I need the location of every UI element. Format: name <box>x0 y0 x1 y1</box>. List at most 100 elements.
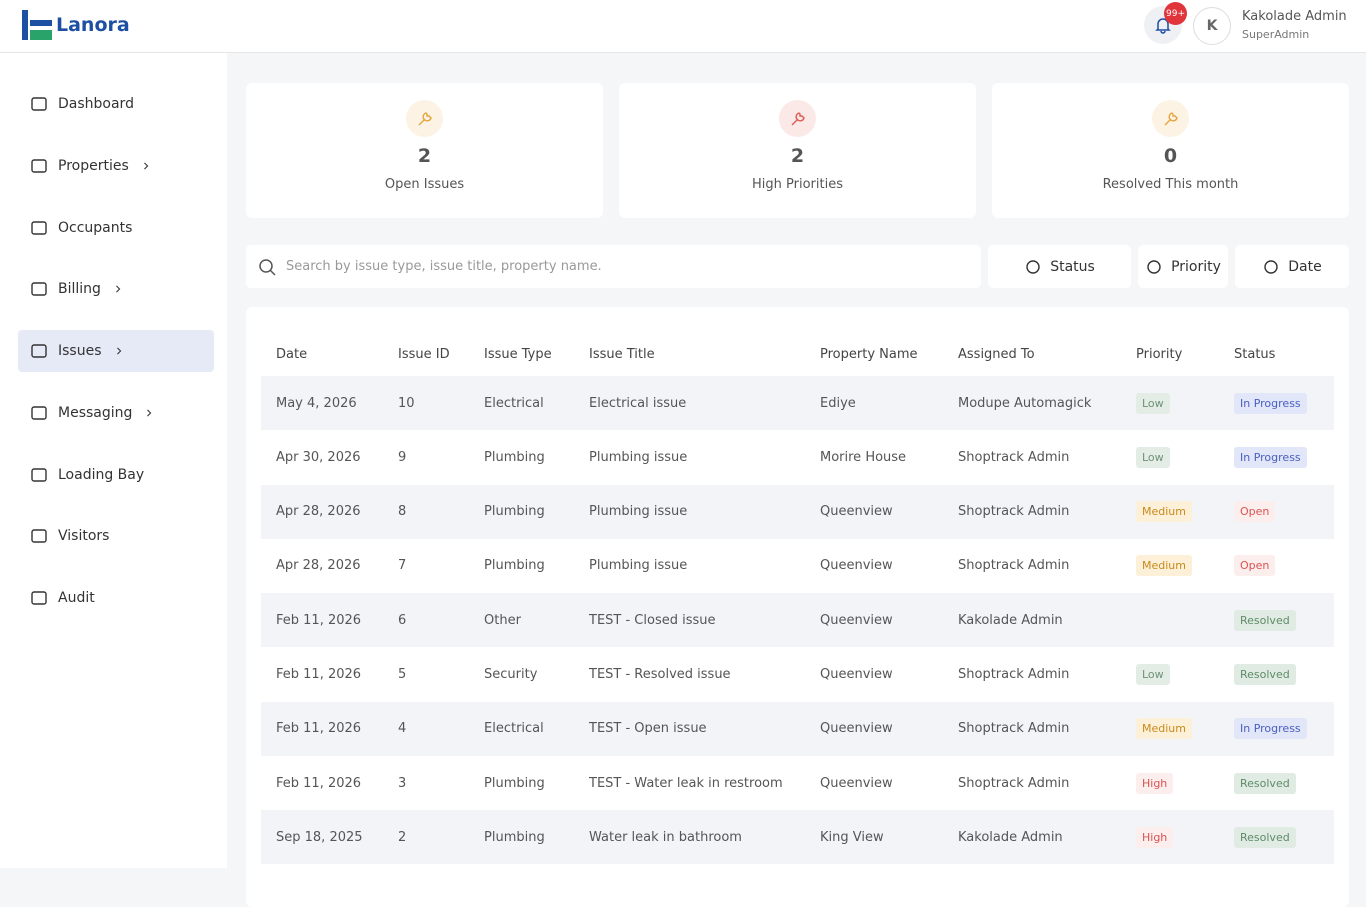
nav-item[interactable]: Loading Bay <box>18 454 214 496</box>
nav-item[interactable]: Visitors <box>18 515 214 557</box>
table-cell: In Progress <box>1234 376 1307 430</box>
nav-item[interactable]: Properties <box>18 145 214 187</box>
stat-label: Resolved This month <box>1102 177 1239 192</box>
nav-label: Issues <box>58 343 102 359</box>
table-cell: Queenview <box>820 721 893 737</box>
table-cell: Security <box>484 667 538 682</box>
badge: Resolved <box>1234 664 1296 685</box>
table-cell: Other <box>484 612 521 628</box>
icon <box>31 97 47 111</box>
table-cell: Resolved <box>1234 648 1296 702</box>
logo[interactable]: Lanora <box>22 10 130 40</box>
column-header: Issue Type <box>484 347 552 362</box>
avatar[interactable]: K <box>1193 7 1231 45</box>
table-cell: Medium <box>1136 702 1192 756</box>
table-cell: Electrical issue <box>589 395 687 411</box>
table-cell: High <box>1136 756 1174 810</box>
nav-item[interactable]: Audit <box>18 577 214 619</box>
table-cell: Resolved <box>1234 810 1296 864</box>
badge: High <box>1136 772 1174 794</box>
nav-item[interactable]: Messaging <box>18 392 214 434</box>
table-row[interactable]: Feb 11, 2026 5 Security TEST - Resolved iss… <box>261 648 1334 702</box>
table-cell: Electrical <box>484 721 544 737</box>
table-row[interactable]: Apr 28, 2026 8 Plumbing Plumbing issue Queen… <box>261 484 1334 539</box>
table-cell: Shoptrack Admin <box>958 775 1070 791</box>
table-cell: Apr 28, 2026 <box>276 558 361 574</box>
filter-button[interactable]: Date <box>1235 245 1349 288</box>
stat-value: 0 <box>1163 145 1178 167</box>
table-cell: Shoptrack Admin <box>958 449 1070 465</box>
table-cell: Apr 28, 2026 <box>276 504 361 520</box>
search-placeholder: Search by issue type, issue title, prope… <box>286 259 602 274</box>
nav-label: Billing <box>58 281 101 297</box>
table-cell: Modupe Automagick <box>958 395 1092 411</box>
stat-value: 2 <box>417 145 432 167</box>
table-row[interactable]: Feb 11, 2026 4 Electrical TEST - Open issue… <box>261 701 1334 756</box>
nav-item[interactable]: Dashboard <box>18 83 214 125</box>
table-cell: Kakolade Admin <box>958 612 1063 628</box>
table-cell: TEST - Open issue <box>589 721 707 737</box>
table-cell: Low <box>1136 648 1170 702</box>
search-icon <box>259 258 276 276</box>
table-cell: Shoptrack Admin <box>958 667 1070 682</box>
stat-value: 2 <box>790 145 805 167</box>
filter-label: Priority <box>1171 258 1221 275</box>
icon <box>1147 259 1161 274</box>
table-cell: Plumbing issue <box>589 504 688 520</box>
table-row[interactable]: Feb 11, 2026 6 Other TEST - Closed issue Que… <box>261 593 1334 648</box>
badge: Medium <box>1136 555 1192 577</box>
sidebar: Dashboard Properties Occupants Billing Issue… <box>0 53 227 868</box>
table-cell: Queenview <box>820 667 893 682</box>
table-row[interactable]: Apr 30, 2026 9 Plumbing Plumbing issue Morir… <box>261 430 1334 484</box>
badge: Medium <box>1136 718 1192 740</box>
icon <box>116 347 121 355</box>
table-cell: 8 <box>398 504 407 520</box>
table-cell: 7 <box>398 558 407 574</box>
table-row[interactable]: Apr 28, 2026 7 Plumbing Plumbing issue Queen… <box>261 539 1334 593</box>
table-cell: Medium <box>1136 485 1192 539</box>
table-cell: Water leak in bathroom <box>589 829 742 845</box>
nav-item[interactable]: Billing <box>18 268 214 310</box>
user-name: Kakolade Admin <box>1242 9 1347 24</box>
table-cell: Queenview <box>820 558 893 574</box>
table-cell: 2 <box>398 829 407 845</box>
column-header: Status <box>1234 347 1276 362</box>
table-cell: Plumbing <box>484 829 545 845</box>
table-row[interactable]: Feb 11, 2026 3 Plumbing TEST - Water leak i… <box>261 756 1334 810</box>
table-row[interactable]: Sep 18, 2025 2 Plumbing Water leak in bathr… <box>261 810 1334 865</box>
icon <box>31 406 47 420</box>
table-cell: In Progress <box>1234 430 1307 484</box>
table-cell: Kakolade Admin <box>958 829 1063 845</box>
stat-label: Open Issues <box>384 177 465 192</box>
icon <box>418 111 432 125</box>
nav-label: Audit <box>58 590 95 606</box>
table-cell: Shoptrack Admin <box>958 504 1070 520</box>
user-role: SuperAdmin <box>1242 28 1310 41</box>
nav-label: Properties <box>58 158 129 174</box>
icon <box>1026 259 1040 274</box>
filter-button[interactable]: Status <box>988 245 1131 288</box>
nav-item[interactable]: Issues <box>18 330 214 372</box>
icon <box>31 344 47 358</box>
badge: Low <box>1136 392 1170 414</box>
issues-table: Date Issue ID Issue Type Issue Title Propert… <box>246 307 1349 907</box>
table-cell: Feb 11, 2026 <box>276 775 362 791</box>
table-cell: TEST - Water leak in restroom <box>589 775 783 791</box>
table-cell: TEST - Closed issue <box>589 612 716 628</box>
search-box[interactable]: Search by issue type, issue title, prope… <box>246 245 981 288</box>
table-cell: 10 <box>398 395 415 411</box>
table-cell: Open <box>1234 485 1276 539</box>
table-cell: Feb 11, 2026 <box>276 721 362 737</box>
table-cell: 6 <box>398 612 407 628</box>
table-cell: May 4, 2026 <box>276 395 357 411</box>
table-cell: 5 <box>398 667 407 682</box>
table-cell: Plumbing <box>484 775 545 791</box>
table-row[interactable]: May 4, 2026 10 Electrical Electrical issue E… <box>261 376 1334 430</box>
filter-button[interactable]: Priority <box>1138 245 1228 288</box>
table-cell: Feb 11, 2026 <box>276 612 362 628</box>
nav-item[interactable]: Occupants <box>18 207 214 249</box>
icon <box>31 282 47 296</box>
column-header: Assigned To <box>958 347 1035 362</box>
badge: Resolved <box>1234 826 1296 848</box>
badge: Resolved <box>1234 772 1296 794</box>
